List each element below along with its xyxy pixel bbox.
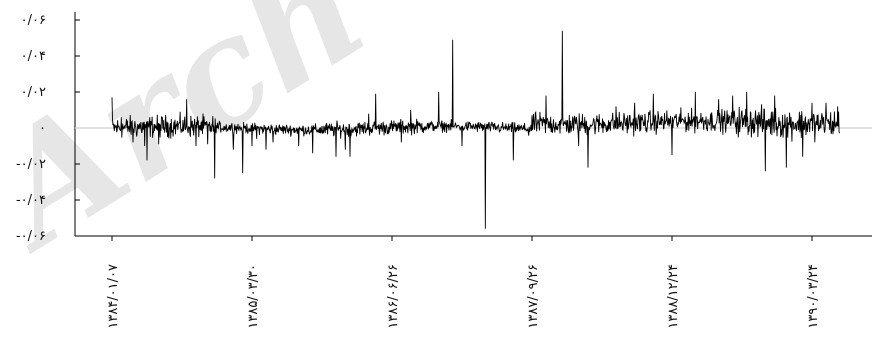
x-tick-label: ۱۳۸۷/۰۹/۲۶ xyxy=(526,264,541,329)
x-tick-label: ۱۳۹۰/۰۳/۲۴ xyxy=(806,264,821,329)
y-tick-label: -۰/۰۲ xyxy=(16,157,46,172)
y-tick-label: ۰/۰۶ xyxy=(21,13,46,28)
x-tick-label-group: ۱۳۸۸/۱۲/۲۴ xyxy=(666,264,681,329)
y-tick-label: -۰/۰۴ xyxy=(16,193,46,208)
plot-area xyxy=(75,30,872,229)
x-tick-label: ۱۳۸۵/۰۳/۳۰ xyxy=(246,264,261,329)
x-tick-label: ۱۳۸۸/۱۲/۲۴ xyxy=(666,264,681,329)
x-tick-label: ۱۳۸۴/۰۱/۰۷ xyxy=(106,264,121,329)
y-tick-label: ۰/۰۴ xyxy=(21,49,46,64)
x-tick-label-group: ۱۳۸۷/۰۹/۲۶ xyxy=(526,264,541,329)
x-tick-label: ۱۳۸۶/۰۶/۲۶ xyxy=(386,264,401,329)
y-tick-label: -۰/۰۶ xyxy=(16,229,46,244)
x-tick-label-group: ۱۳۹۰/۰۳/۲۴ xyxy=(806,264,821,329)
x-tick-label-group: ۱۳۸۶/۰۶/۲۶ xyxy=(386,264,401,329)
x-tick-label-group: ۱۳۸۴/۰۱/۰۷ xyxy=(106,264,121,329)
series-line xyxy=(111,30,840,229)
y-tick-label: ۰/۰۲ xyxy=(21,85,46,100)
x-axis: ۱۳۸۴/۰۱/۰۷ ۱۳۸۵/۰۳/۳۰ ۱۳۸۶/۰۶/۲۶ ۱۳۸۷/۰۹/۲۶… xyxy=(75,235,872,329)
x-tick-label-group: ۱۳۸۵/۰۳/۳۰ xyxy=(246,264,261,329)
y-tick-label: ۰ xyxy=(39,121,46,136)
